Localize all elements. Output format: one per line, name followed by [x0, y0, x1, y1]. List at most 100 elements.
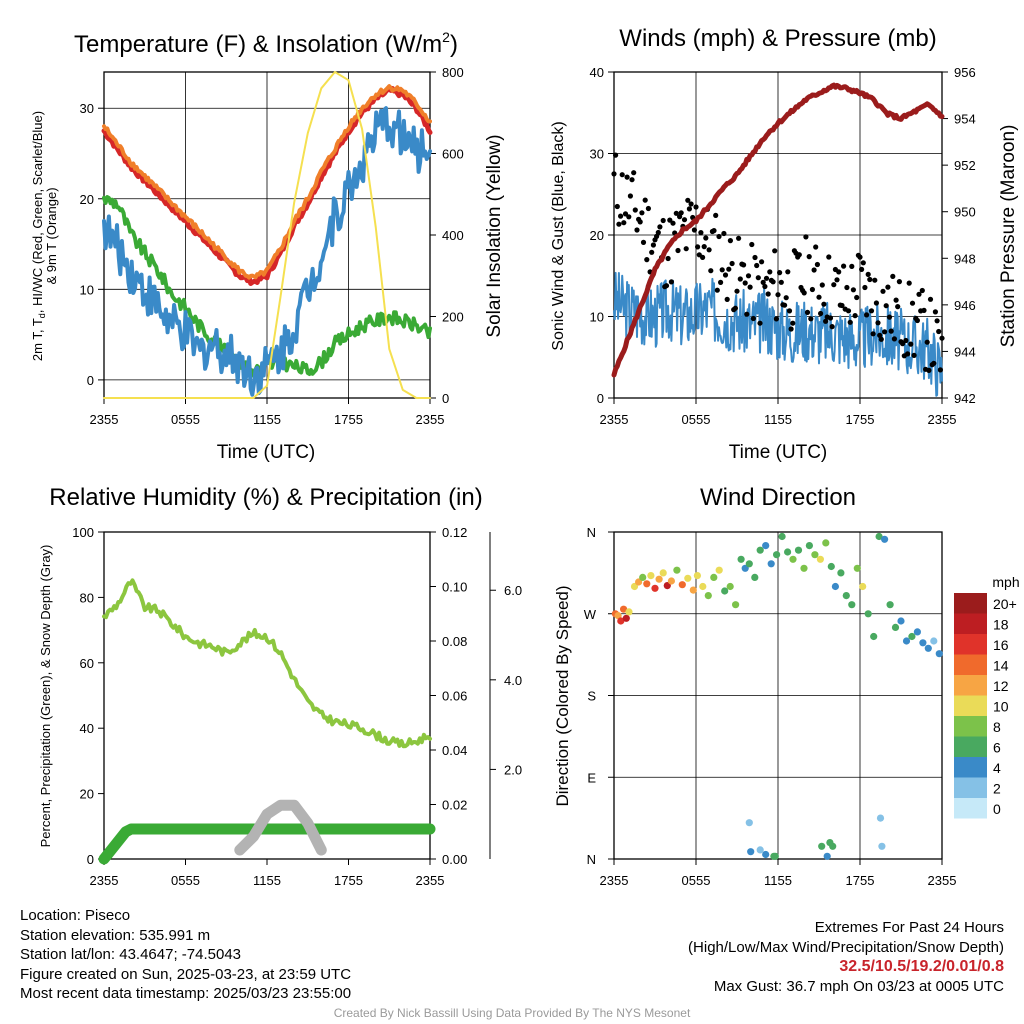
precip-ytick-label: 0.02	[442, 798, 467, 813]
winds-xtick-label: 1755	[846, 412, 875, 427]
direction-point	[876, 814, 885, 822]
gust-point	[888, 328, 894, 334]
gust-point	[839, 302, 845, 309]
gust-point	[642, 197, 648, 203]
gust-point	[614, 203, 620, 210]
gust-point	[927, 296, 934, 302]
humidity-chart-title: Relative Humidity (%) & Precipitation (i…	[49, 484, 482, 511]
gust-point	[718, 279, 724, 285]
gust-point	[713, 212, 719, 218]
wind-direction-ytick-label: W	[584, 607, 597, 622]
colorbar-level-label: 2	[993, 781, 1001, 797]
direction-point	[625, 608, 633, 616]
direction-point	[913, 628, 922, 636]
series-9m-t	[102, 84, 432, 280]
direction-point	[811, 551, 819, 559]
insolation-ytick-label: 0	[442, 391, 449, 406]
direction-point	[816, 555, 825, 563]
winds-ytick-label: 0	[597, 391, 604, 406]
gust-point	[621, 220, 627, 226]
direction-point	[663, 582, 671, 590]
gust-point	[778, 279, 784, 285]
wind-direction-ytick-label: E	[587, 770, 596, 785]
gust-point	[703, 235, 709, 241]
pressure-ytick-label: 954	[954, 112, 976, 127]
gust-point	[926, 367, 932, 373]
precip-ytick-label: 0.00	[442, 852, 467, 867]
direction-point	[902, 637, 911, 645]
colorbar-level-label: 0	[993, 801, 1001, 817]
gust-point	[880, 288, 886, 294]
colorbar-swatch	[954, 798, 987, 819]
gust-point	[660, 217, 666, 224]
gust-point	[931, 360, 937, 366]
gust-point	[675, 247, 681, 254]
direction-point	[667, 577, 676, 585]
direction-point	[870, 632, 878, 641]
gust-point	[722, 272, 729, 278]
direction-point	[684, 574, 692, 582]
gust-point	[905, 351, 911, 357]
gust-point	[655, 229, 661, 236]
gust-point	[747, 284, 753, 290]
gust-point	[644, 257, 650, 263]
gust-point	[845, 308, 852, 314]
insolation-ytick-label: 400	[442, 228, 464, 243]
gust-point	[939, 335, 945, 341]
gust-point	[873, 300, 880, 306]
gust-point	[936, 328, 942, 335]
snow-ytick-label: 6.0	[504, 583, 522, 598]
direction-point	[614, 612, 622, 620]
direction-point	[721, 587, 729, 595]
direction-point	[935, 650, 943, 658]
gust-point	[862, 284, 868, 291]
direction-point	[818, 842, 826, 850]
wind-direction-xtick-label: 2355	[928, 873, 957, 888]
temperature-ytick-label: 20	[80, 192, 94, 207]
wind-direction-ytick-label: S	[587, 689, 596, 704]
gust-point	[665, 255, 671, 262]
gust-point	[937, 367, 944, 373]
gust-point	[645, 205, 652, 212]
series-solar-insolation	[103, 71, 431, 399]
gust-point	[934, 318, 940, 324]
gust-point	[742, 280, 748, 286]
gust-point	[790, 320, 796, 326]
direction-point	[859, 582, 867, 591]
gust-point	[831, 282, 837, 288]
humidity-panel: Relative Humidity (%) & Precipitation (i…	[38, 484, 522, 888]
gust-point	[919, 287, 925, 294]
gust-point	[749, 241, 755, 248]
colorbar-level-label: 10	[993, 699, 1009, 715]
colorbar-level-label: 8	[993, 719, 1001, 735]
colorbar-label: mph	[992, 574, 1019, 590]
gust-point	[883, 303, 889, 309]
gust-point	[613, 152, 619, 158]
gust-point	[706, 247, 712, 253]
direction-point	[827, 562, 835, 571]
wind-direction-y-label: Direction (Colored By Speed)	[553, 585, 572, 806]
gust-point	[631, 170, 637, 176]
series-hi-wc	[102, 106, 432, 397]
gust-point	[678, 210, 684, 216]
temperature-ytick-label: 30	[80, 101, 94, 116]
gust-point	[785, 269, 791, 275]
pressure-ytick-label: 948	[954, 251, 976, 266]
direction-point	[756, 546, 764, 554]
gust-point	[649, 249, 655, 255]
humidity-y-label: Percent, Precipitation (Green), & Snow D…	[38, 545, 53, 848]
direction-point	[823, 852, 831, 860]
gust-point	[819, 282, 825, 288]
direction-point	[659, 569, 667, 577]
gust-point	[826, 254, 832, 260]
direction-point	[732, 601, 740, 609]
gust-point	[721, 230, 727, 237]
gust-point	[829, 324, 835, 330]
humidity-ytick-label: 100	[72, 525, 94, 540]
gust-point	[841, 263, 847, 269]
gust-point	[849, 263, 855, 269]
direction-point	[886, 601, 894, 609]
gust-point	[752, 254, 758, 261]
gust-point	[844, 284, 850, 291]
